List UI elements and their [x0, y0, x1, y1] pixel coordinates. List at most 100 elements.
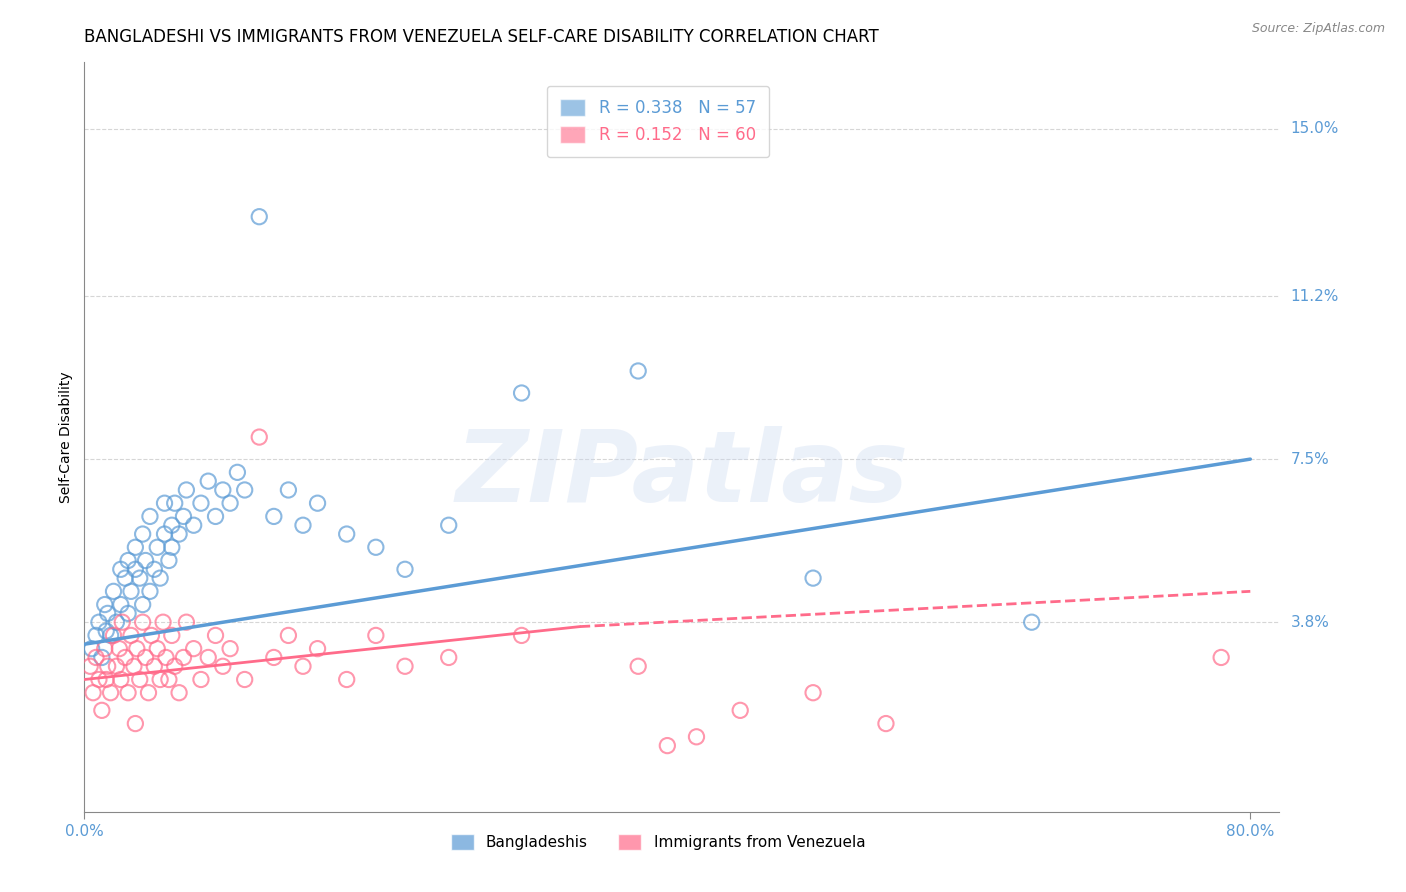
Point [336, 527, 359, 541]
Point [728, 703, 751, 717]
Point [1211, 650, 1233, 665]
Point [135, 650, 157, 665]
Point [96, 673, 118, 687]
Point [117, 607, 139, 621]
Point [135, 553, 157, 567]
Point [163, 659, 186, 673]
Point [131, 615, 153, 630]
Point [131, 598, 153, 612]
Point [172, 509, 194, 524]
Point [122, 659, 145, 673]
Point [627, 364, 650, 378]
Point [138, 686, 160, 700]
Point [114, 571, 136, 585]
Point [291, 518, 314, 533]
Point [801, 686, 824, 700]
Y-axis label: Self-Care Disability: Self-Care Disability [59, 371, 73, 503]
Point [277, 628, 299, 642]
Point [233, 483, 256, 497]
Point [437, 518, 460, 533]
Point [160, 518, 183, 533]
Point [233, 673, 256, 687]
Point [146, 641, 169, 656]
Point [167, 527, 190, 541]
Point [226, 466, 249, 480]
Point [219, 641, 242, 656]
Point [103, 584, 125, 599]
Point [204, 509, 226, 524]
Point [139, 509, 162, 524]
Point [247, 430, 270, 444]
Point [117, 686, 139, 700]
Point [167, 686, 190, 700]
Point [153, 496, 176, 510]
Point [128, 673, 150, 687]
Point [364, 541, 387, 555]
Point [510, 628, 533, 642]
Point [291, 659, 314, 673]
Point [307, 641, 329, 656]
Text: 11.2%: 11.2% [1291, 288, 1339, 303]
Point [160, 628, 183, 642]
Point [84, 650, 107, 665]
Point [247, 210, 270, 224]
Point [510, 386, 533, 401]
Point [149, 673, 172, 687]
Point [90, 703, 112, 717]
Point [183, 518, 205, 533]
Legend: Bangladeshis, Immigrants from Venezuela: Bangladeshis, Immigrants from Venezuela [444, 829, 872, 856]
Point [336, 673, 359, 687]
Point [157, 673, 180, 687]
Point [139, 584, 162, 599]
Point [110, 598, 132, 612]
Point [364, 628, 387, 642]
Text: BANGLADESHI VS IMMIGRANTS FROM VENEZUELA SELF-CARE DISABILITY CORRELATION CHART: BANGLADESHI VS IMMIGRANTS FROM VENEZUELA… [84, 28, 879, 45]
Point [87, 673, 110, 687]
Point [160, 541, 183, 555]
Point [120, 584, 142, 599]
Text: 7.5%: 7.5% [1291, 451, 1329, 467]
Point [131, 527, 153, 541]
Point [87, 615, 110, 630]
Point [141, 628, 163, 642]
Point [190, 673, 212, 687]
Point [875, 716, 897, 731]
Point [437, 650, 460, 665]
Point [183, 641, 205, 656]
Text: 3.8%: 3.8% [1291, 615, 1330, 630]
Point [211, 659, 233, 673]
Point [211, 483, 233, 497]
Point [84, 628, 107, 642]
Point [100, 628, 122, 642]
Point [307, 496, 329, 510]
Point [79, 659, 101, 673]
Point [163, 496, 186, 510]
Point [190, 496, 212, 510]
Point [263, 509, 285, 524]
Point [105, 615, 128, 630]
Point [685, 730, 707, 744]
Point [1021, 615, 1043, 630]
Point [96, 624, 118, 638]
Text: ZIPatlas: ZIPatlas [456, 426, 908, 523]
Point [153, 527, 176, 541]
Point [801, 571, 824, 585]
Point [155, 650, 177, 665]
Point [110, 673, 132, 687]
Point [219, 496, 242, 510]
Point [80, 641, 103, 656]
Point [128, 571, 150, 585]
Point [143, 562, 166, 576]
Point [152, 615, 174, 630]
Point [124, 541, 146, 555]
Point [172, 650, 194, 665]
Point [94, 598, 117, 612]
Point [124, 716, 146, 731]
Point [277, 483, 299, 497]
Point [176, 483, 198, 497]
Point [110, 562, 132, 576]
Point [394, 659, 416, 673]
Point [143, 659, 166, 673]
Point [157, 553, 180, 567]
Point [105, 659, 128, 673]
